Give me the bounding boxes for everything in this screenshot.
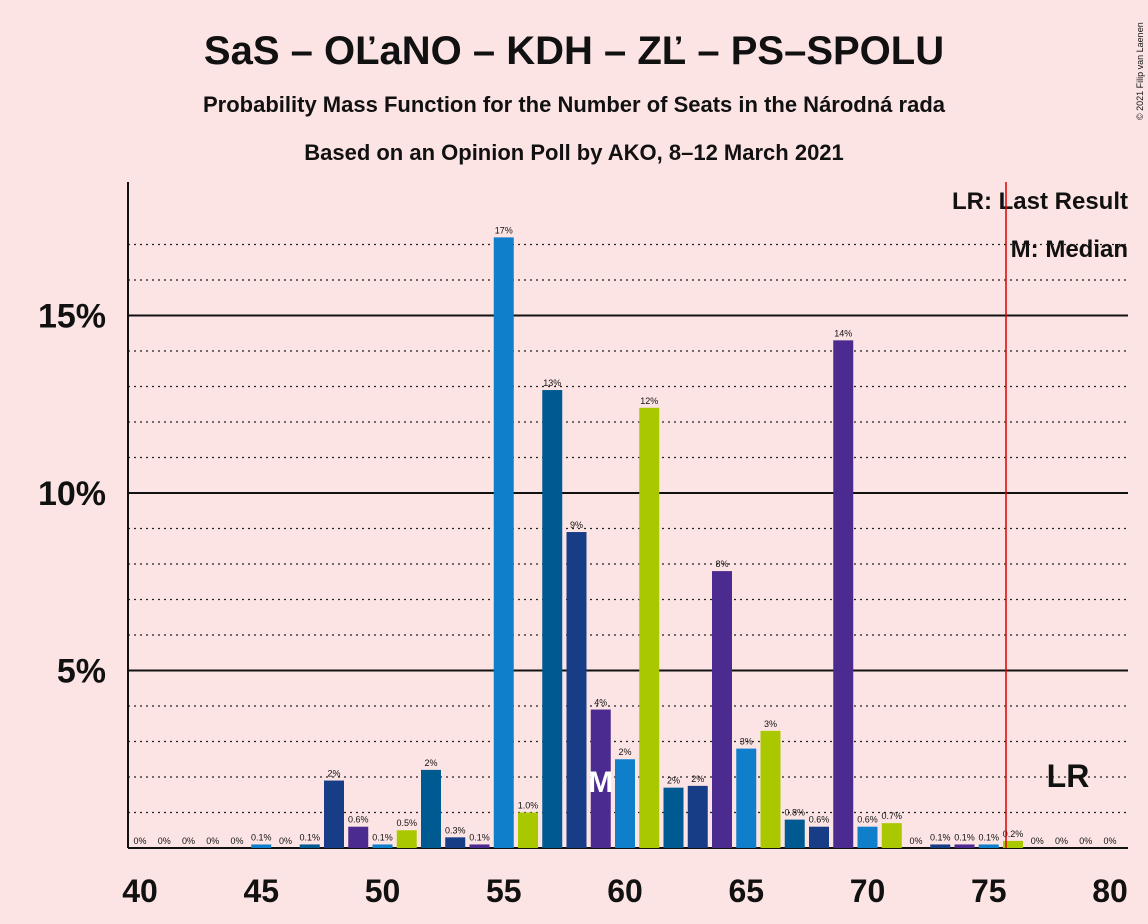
value-label: 0% [206,836,219,846]
value-label: 2% [618,747,631,757]
x-tick-label: 65 [728,873,764,909]
bar [954,844,975,848]
value-label: 0.7% [881,811,902,821]
value-label: 0.3% [445,825,466,835]
value-label: 2% [691,774,704,784]
legend-entry: LR: Last Result [952,188,1128,215]
bar [445,837,466,848]
value-label: 4% [594,698,607,708]
bar [663,787,684,848]
bar [760,730,781,848]
bar [1003,840,1023,848]
bar [469,844,490,848]
bar [833,340,854,848]
value-label: 3% [764,719,777,729]
value-label: 0% [1079,836,1092,846]
value-label: 2% [327,769,340,779]
bar [590,709,611,848]
median-marker: M [588,766,613,799]
value-label: 12% [640,396,658,406]
x-tick-label: 75 [971,873,1007,909]
bar [615,759,635,848]
bar [421,769,441,848]
value-label: 0.1% [299,832,320,842]
value-label: 0% [1031,836,1044,846]
value-label: 0% [909,836,922,846]
subtitle: Probability Mass Function for the Number… [203,92,946,117]
value-label: 0% [1103,836,1116,846]
x-tick-label: 80 [1092,873,1128,909]
value-label: 8% [715,559,728,569]
value-label: 3% [740,737,753,747]
x-tick-label: 50 [365,873,401,909]
x-tick-label: 55 [486,873,522,909]
bar [251,844,272,848]
bar [857,826,878,848]
value-label: 1.0% [518,800,539,810]
value-label: 0.2% [1003,829,1024,839]
bar [978,844,999,848]
value-label: 0.6% [348,815,369,825]
y-tick-label: 10% [38,475,106,513]
last-result-label: LR [1047,758,1090,794]
value-label: 0% [158,836,171,846]
value-label: 0.1% [978,832,999,842]
bar [712,571,732,848]
x-tick-label: 60 [607,873,643,909]
legend-entry: M: Median [1011,236,1128,263]
value-label: 14% [834,328,852,338]
subtitle: Based on an Opinion Poll by AKO, 8–12 Ma… [304,140,844,165]
value-label: 17% [495,225,513,235]
bar [493,237,514,849]
value-label: 9% [570,520,583,530]
value-label: 0.8% [784,808,805,818]
bar [372,844,393,848]
bar [930,844,951,848]
value-label: 0.6% [809,815,830,825]
bar [566,532,587,848]
bar [396,830,417,848]
bar [542,390,563,848]
x-tick-label: 45 [243,873,279,909]
copyright: © 2021 Filip van Laenen [1135,22,1145,120]
bar [518,812,538,848]
y-tick-label: 15% [38,297,106,335]
bar [881,823,902,848]
bar [348,826,369,848]
bar [299,844,320,848]
value-label: 0.1% [251,832,272,842]
chart-title: SaS – OĽaNO – KDH – ZĽ – PS–SPOLU [204,29,944,73]
value-label: 0.1% [372,832,393,842]
value-label: 0% [133,836,146,846]
value-label: 0.1% [930,832,951,842]
value-label: 2% [667,776,680,786]
value-label: 0.5% [396,818,417,828]
value-label: 2% [424,758,437,768]
value-label: 0.1% [954,832,975,842]
bar [687,785,708,848]
value-label: 0% [279,836,292,846]
bar [639,407,660,848]
value-label: 0.6% [857,815,878,825]
x-tick-label: 40 [122,873,158,909]
y-tick-label: 5% [57,652,106,690]
value-label: 0% [182,836,195,846]
bar [784,819,805,848]
x-tick-label: 70 [850,873,886,909]
value-label: 13% [543,378,561,388]
bar [736,748,757,848]
bar [809,826,829,848]
value-label: 0.1% [469,832,490,842]
value-label: 0% [1055,836,1068,846]
bar [324,780,344,848]
value-label: 0% [230,836,243,846]
